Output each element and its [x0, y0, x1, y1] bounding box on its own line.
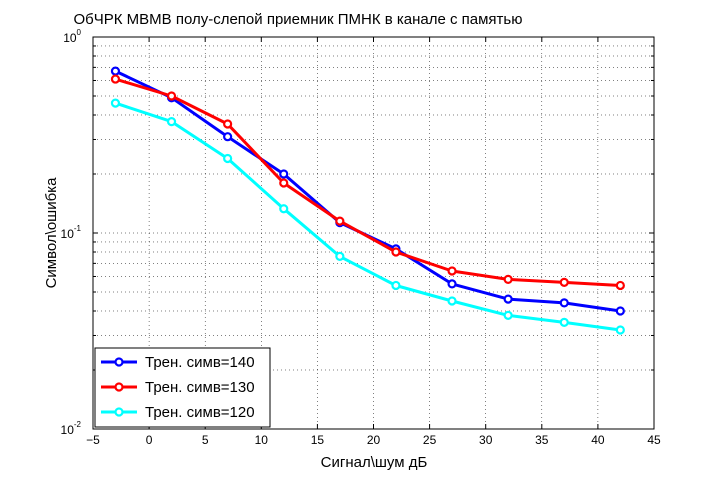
- x-tick-label: 20: [367, 433, 381, 447]
- legend-label: Трен. симв=130: [145, 379, 255, 396]
- data-point: [166, 91, 177, 101]
- data-point: [223, 132, 233, 142]
- data-point: [559, 317, 569, 327]
- legend: Трен. симв=140 Трен. симв=130 Трен. симв=1…: [94, 347, 271, 428]
- x-tick-label: 15: [311, 433, 325, 447]
- data-point: [110, 74, 121, 84]
- x-axis-label: Сигнал\шум дБ: [321, 454, 428, 471]
- data-point: [110, 98, 121, 108]
- x-tick-label: 30: [479, 433, 493, 447]
- data-point: [447, 266, 457, 276]
- data-point: [503, 310, 513, 320]
- data-point: [279, 204, 289, 214]
- y-tick-label: 10-2: [61, 420, 82, 437]
- x-tick-label: −5: [86, 433, 100, 447]
- x-tick-label: 0: [146, 433, 153, 447]
- data-point: [279, 178, 289, 188]
- legend-label: Трен. симв=120: [145, 404, 255, 421]
- data-point: [279, 169, 289, 179]
- data-point: [503, 274, 513, 284]
- data-point: [223, 153, 233, 164]
- legend-marker: [114, 382, 124, 392]
- data-point: [391, 280, 401, 291]
- data-point: [447, 296, 457, 306]
- data-point: [335, 251, 345, 261]
- data-point: [503, 294, 513, 304]
- data-point: [615, 306, 625, 316]
- x-tick-label: 5: [202, 433, 209, 447]
- data-point: [559, 277, 569, 287]
- legend-label: Трен. симв=140: [145, 354, 255, 371]
- data-point: [223, 119, 233, 129]
- plot-frame: [92, 36, 655, 430]
- x-tick-label: 45: [647, 433, 661, 447]
- ticks: −5 0 5 10 15 20 25 30 35 40 45 10-2 10-1 100: [61, 28, 661, 447]
- data-point: [615, 280, 625, 291]
- y-axis-label: Символ\ошибка: [43, 177, 60, 288]
- data-point: [559, 298, 569, 308]
- series-line: [114, 101, 621, 332]
- y-tick-label: 100: [63, 28, 81, 45]
- grid: [93, 37, 654, 429]
- series-3: [110, 98, 625, 335]
- y-tick-label: 10-1: [61, 224, 82, 241]
- legend-marker: [114, 357, 124, 367]
- series-line: [114, 77, 621, 287]
- data-point: [447, 279, 457, 289]
- data-point: [166, 117, 177, 127]
- series-2: [110, 74, 625, 291]
- x-tick-label: 35: [535, 433, 549, 447]
- x-tick-label: 40: [591, 433, 605, 447]
- legend-marker: [114, 407, 124, 417]
- data-point: [335, 216, 345, 226]
- series-layer: [110, 66, 625, 335]
- data-point: [110, 66, 121, 76]
- data-point: [391, 247, 401, 257]
- data-point: [615, 325, 625, 335]
- chart-title: ОбЧРК МВМВ полу-слепой приемник ПМНК в к…: [74, 11, 523, 28]
- x-tick-label: 25: [423, 433, 437, 447]
- x-tick-label: 10: [255, 433, 269, 447]
